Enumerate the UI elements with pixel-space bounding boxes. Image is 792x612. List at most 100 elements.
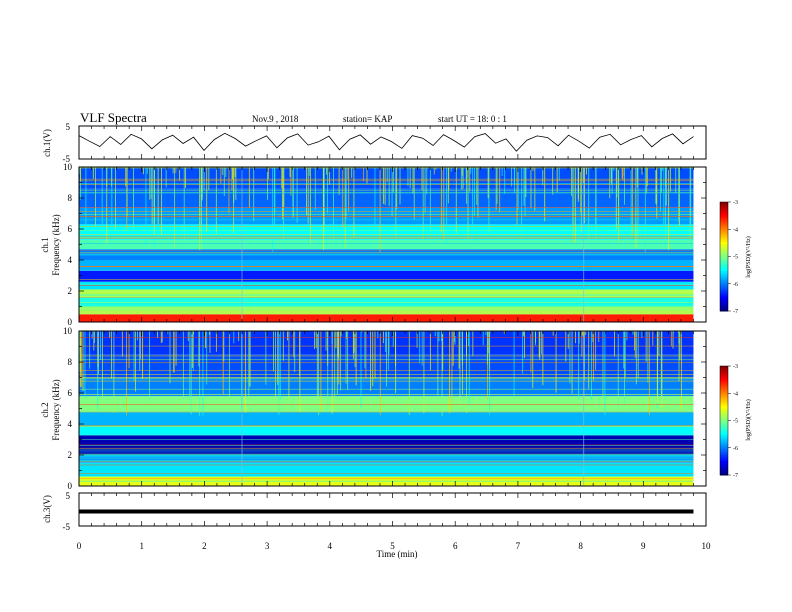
- impulse-stripe: [522, 331, 524, 374]
- y-tick-label: 0: [68, 317, 73, 327]
- spectral-band: [79, 167, 694, 189]
- impulse-stripe: [323, 167, 325, 233]
- impulse-stripe: [165, 167, 167, 188]
- impulse-stripe: [363, 167, 365, 182]
- impulse-stripe: [192, 331, 194, 372]
- impulse-stripe: [391, 167, 393, 217]
- impulse-stripe: [379, 167, 381, 252]
- colorbar-cell: [720, 245, 728, 248]
- narrowband-line: [79, 393, 694, 395]
- ch3-ytick-top: 5: [66, 491, 71, 501]
- impulse-stripe: [660, 167, 662, 212]
- impulse-stripe: [636, 167, 638, 180]
- impulse-stripe: [160, 331, 162, 343]
- impulse-stripe: [448, 331, 450, 414]
- impulse-stripe: [231, 167, 233, 191]
- narrowband-line: [79, 311, 694, 313]
- impulse-stripe: [657, 331, 659, 403]
- impulse-stripe: [133, 167, 134, 228]
- impulse-stripe: [459, 331, 461, 407]
- impulse-stripe: [610, 167, 612, 183]
- impulse-stripe: [139, 331, 141, 371]
- impulse-stripe: [190, 331, 192, 415]
- colorbar-cell: [720, 240, 728, 243]
- colorbar-cell: [720, 415, 728, 418]
- narrowband-line: [79, 380, 694, 382]
- impulse-stripe: [635, 167, 637, 248]
- colorbar-cell: [720, 283, 728, 287]
- impulse-stripe: [323, 167, 325, 251]
- impulse-stripe: [609, 167, 611, 199]
- narrowband-line: [79, 183, 694, 184]
- impulse-stripe: [94, 167, 96, 227]
- narrowband-line: [79, 312, 694, 314]
- impulse-stripe: [476, 167, 478, 205]
- ch1-spec-ylabel2: Frequency (kHz): [51, 214, 61, 275]
- impulse-stripe: [97, 331, 99, 410]
- impulse-stripe: [137, 331, 138, 341]
- colorbar-cell: [720, 416, 728, 420]
- impulse-stripe: [327, 331, 329, 413]
- impulse-stripe: [419, 331, 421, 364]
- impulse-stripe: [530, 167, 532, 209]
- impulse-stripe: [595, 167, 597, 243]
- spectral-band: [79, 455, 694, 463]
- colorbar-cell: [720, 385, 728, 389]
- colorbar-cell: [720, 445, 728, 449]
- colorbar-cell: [720, 366, 728, 369]
- impulse-stripe: [584, 167, 586, 224]
- colorbar-cell: [720, 265, 728, 268]
- impulse-stripe: [326, 167, 328, 175]
- impulse-stripe: [185, 167, 187, 188]
- colorbar-cell: [720, 460, 728, 463]
- colorbar-cell: [720, 225, 728, 228]
- colorbar-cell: [720, 214, 728, 218]
- x-tick-label: 4: [328, 541, 333, 551]
- y-tick-label: 6: [68, 388, 73, 398]
- colorbar-cell: [720, 424, 728, 427]
- y-tick-label: 4: [68, 255, 73, 265]
- impulse-stripe: [440, 167, 442, 233]
- impulse-stripe: [174, 167, 176, 248]
- impulse-stripe: [443, 167, 445, 241]
- impulse-stripe: [386, 167, 388, 183]
- impulse-stripe: [220, 167, 222, 184]
- colorbar-cell: [720, 269, 728, 272]
- impulse-stripe: [632, 331, 634, 335]
- colorbar-cell: [720, 305, 728, 308]
- colorbar-cell: [720, 223, 728, 227]
- colorbar-cell: [720, 433, 728, 436]
- spectral-band: [79, 270, 694, 282]
- impulse-stripe: [352, 331, 354, 359]
- impulse-stripe: [338, 331, 340, 385]
- colorbar-cell: [720, 435, 728, 438]
- impulse-stripe: [277, 331, 279, 385]
- impulse-stripe: [634, 331, 636, 358]
- impulse-stripe: [111, 167, 113, 228]
- impulse-stripe: [248, 331, 250, 404]
- impulse-stripe: [618, 167, 620, 243]
- start-time-label: start UT = 18: 0 : 1: [438, 114, 507, 124]
- impulse-stripe: [364, 331, 366, 369]
- impulse-stripe: [106, 167, 108, 187]
- impulse-stripe: [592, 331, 594, 343]
- colorbar-cell: [720, 285, 728, 288]
- colorbar-cell: [720, 375, 728, 378]
- impulse-stripe: [172, 167, 174, 174]
- impulse-stripe: [314, 167, 316, 210]
- colorbar-cell: [720, 307, 728, 310]
- colorbar-cell: [720, 409, 728, 412]
- colorbar-tick-label: -6: [733, 446, 738, 452]
- impulse-stripe: [228, 331, 230, 403]
- colorbar-cell: [720, 256, 728, 259]
- impulse-stripe: [516, 167, 518, 225]
- impulse-stripe: [377, 331, 379, 339]
- narrowband-line: [79, 294, 694, 295]
- colorbar-cell: [720, 263, 728, 267]
- impulse-stripe: [539, 331, 541, 360]
- impulse-stripe: [79, 331, 81, 388]
- impulse-stripe: [577, 167, 579, 195]
- colorbar-cell: [720, 395, 728, 398]
- colorbar-tick-label: -5: [733, 255, 738, 261]
